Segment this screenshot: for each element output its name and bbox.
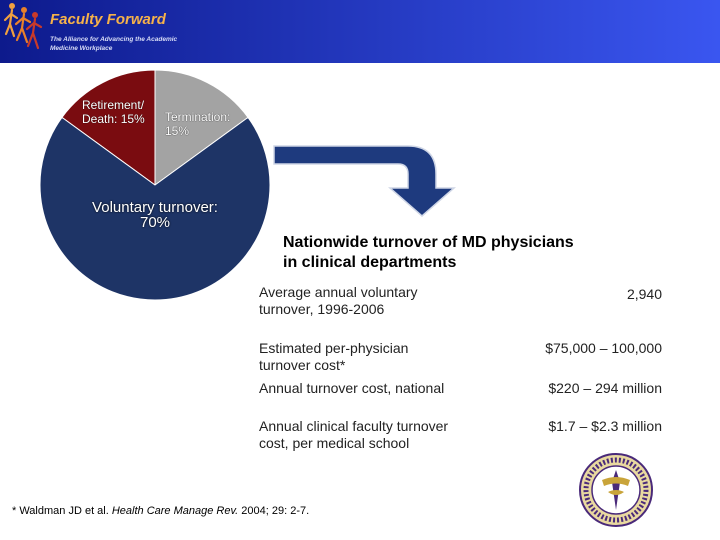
lsu-health-seal-icon [579, 453, 653, 527]
table-row-value: 2,940 [626, 286, 662, 302]
pie-label-termination: Termination: 15% [165, 110, 231, 138]
footnote: * Waldman JD et al. Health Care Manage R… [12, 505, 310, 517]
curved-arrow-icon [273, 145, 456, 217]
pie-label-voluntary: Voluntary turnover: 70% [92, 199, 218, 231]
pie-slice-termination [154, 69, 249, 186]
table-row-label: Annual turnover cost, national [259, 380, 445, 396]
table-row-value: $1.7 – $2.3 million [548, 418, 662, 434]
table-row-label: Estimated per-physician turnover cost* [259, 340, 409, 373]
faculty-forward-logo-icon [3, 3, 43, 50]
table-row-value: $75,000 – 100,000 [545, 340, 662, 356]
table-row-label: Average annual voluntary turnover, 1996-… [259, 284, 418, 317]
pie-slice-retirement-death [61, 69, 156, 186]
header-bar: Faculty Forward The Alliance for Advanci… [0, 0, 720, 63]
logo-subtitle: The Alliance for Advancing the Academic … [50, 36, 178, 52]
pie-slice-voluntary-turnover [39, 116, 271, 301]
table-row-value: $220 – 294 million [548, 380, 662, 396]
section-heading: Nationwide turnover of MD physicians in … [283, 234, 574, 271]
table-row-label: Annual clinical faculty turnover cost, p… [259, 418, 449, 451]
turnover-pie-chart [39, 69, 271, 301]
pie-label-retirement: Retirement/ Death: 15% [82, 98, 145, 126]
logo-title: Faculty Forward [50, 11, 166, 28]
